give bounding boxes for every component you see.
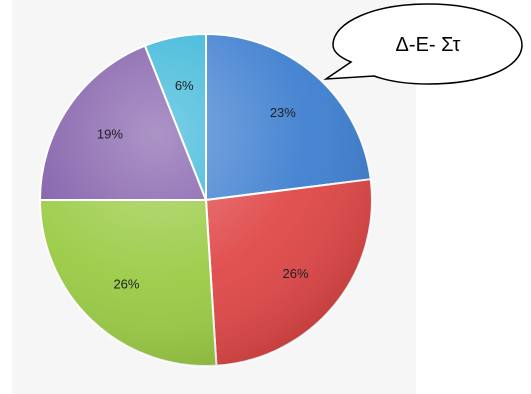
callout-text: Δ-Ε- Στ [396,34,461,56]
pie-slices [38,32,373,367]
slice-label-1: 23% [270,105,296,120]
callout-bubble: Δ-Ε- Στ [323,3,523,85]
slice-label-3: 26% [113,277,139,292]
slice-label-2: 26% [283,266,309,281]
pie-labels: 23% 26% 26% 19% 6% [97,78,309,292]
callout-shape [323,3,523,85]
slice-label-4: 19% [97,127,123,142]
slice-label-5: 6% [175,78,194,93]
